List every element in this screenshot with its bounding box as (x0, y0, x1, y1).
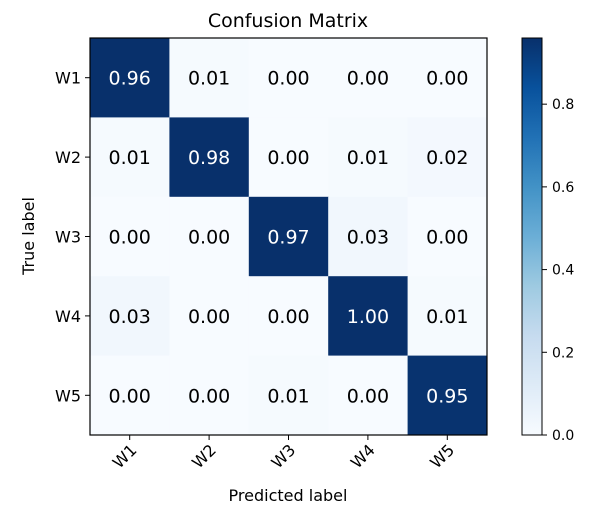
colorbar-tick-label: 0.6 (552, 180, 574, 196)
cell-value-label: 0.96 (109, 68, 151, 90)
cell-value-label: 1.00 (347, 306, 389, 328)
colorbar-ticks: 0.0 0.2 0.4 0.6 0.8 (542, 97, 574, 444)
cell-value-label: 0.00 (109, 385, 151, 407)
heatmap-cell (169, 276, 250, 357)
heatmap-cell (328, 38, 409, 118)
cell-value-label: 0.03 (347, 227, 389, 249)
heatmap-cell (248, 38, 329, 118)
y-tick-label: W2 (55, 148, 81, 167)
y-tick-label: W3 (55, 228, 81, 247)
colorbar-tick-label: 0.8 (552, 97, 574, 113)
cell-value-label: 0.01 (347, 147, 389, 169)
cell-value-label: 0.03 (109, 306, 151, 328)
x-tick-label: W3 (268, 440, 300, 472)
cell-value-label: 0.01 (426, 306, 468, 328)
heatmap-cell (169, 196, 250, 277)
cell-value-label: 0.95 (426, 385, 468, 407)
heatmap-cell (407, 355, 488, 436)
cell-value-label: 0.00 (188, 227, 230, 249)
cell-value-label: 0.00 (347, 385, 389, 407)
colorbar (521, 37, 543, 436)
colorbar-tick-label: 0.2 (552, 345, 574, 361)
colorbar-tick-label: 0.0 (552, 428, 574, 444)
heatmap-cell (407, 117, 488, 198)
colorbar-tick-label: 0.4 (552, 263, 574, 279)
x-tick-label: W2 (188, 440, 220, 472)
x-tick-label: W1 (109, 440, 141, 472)
heatmap-cell (248, 117, 329, 198)
chart-title: Confusion Matrix (208, 10, 368, 32)
heatmap-cell (90, 117, 170, 198)
heatmap-cell (169, 38, 250, 118)
cell-value-label: 0.02 (426, 147, 468, 169)
heatmap-cell (90, 355, 170, 436)
cell-value-label: 0.00 (109, 227, 151, 249)
cell-value-label: 0.01 (188, 68, 230, 90)
y-tick-label: W4 (55, 307, 81, 326)
heatmap-cell (328, 117, 409, 198)
x-axis-ticks: W1 W2 W3 W4 W5 (109, 435, 458, 472)
heatmap-cell (248, 355, 329, 436)
cell-value-label: 0.00 (426, 227, 468, 249)
heatmap-cells: 0.96 0.01 0.00 0.00 0.00 0.01 0.98 0.00 0.01 0.02… (90, 38, 488, 436)
heatmap-cell (328, 355, 409, 436)
y-tick-label: W1 (55, 69, 81, 88)
cell-value-label: 0.00 (267, 306, 309, 328)
heatmap-cell (90, 38, 170, 118)
heatmap-cell (407, 38, 488, 118)
heatmap-cell (169, 355, 250, 436)
heatmap-cell (407, 276, 488, 357)
cell-value-label: 0.97 (267, 227, 309, 249)
heatmap-cell (248, 196, 329, 277)
y-tick-label: W5 (55, 386, 81, 405)
x-axis-label: Predicted label (229, 486, 348, 505)
cell-value-label: 0.00 (267, 68, 309, 90)
heatmap-cell (169, 117, 250, 198)
cell-value-label: 0.00 (267, 147, 309, 169)
heatmap-cell (407, 196, 488, 277)
heatmap-cell (90, 196, 170, 277)
cell-value-label: 0.00 (426, 68, 468, 90)
cell-value-label: 0.00 (188, 385, 230, 407)
heatmap-cell (328, 196, 409, 277)
cell-value-label: 0.01 (267, 385, 309, 407)
cell-value-label: 0.00 (188, 306, 230, 328)
heatmap-cell (248, 276, 329, 357)
x-tick-label: W5 (426, 440, 458, 472)
x-tick-label: W4 (347, 440, 379, 472)
y-axis-label: True label (19, 197, 38, 276)
heatmap-cell (328, 276, 409, 357)
cell-value-label: 0.98 (188, 147, 230, 169)
heatmap-cell (90, 276, 170, 357)
cell-value-label: 0.01 (109, 147, 151, 169)
cell-value-label: 0.00 (347, 68, 389, 90)
y-axis-ticks: W1 W2 W3 W4 W5 (55, 69, 90, 405)
